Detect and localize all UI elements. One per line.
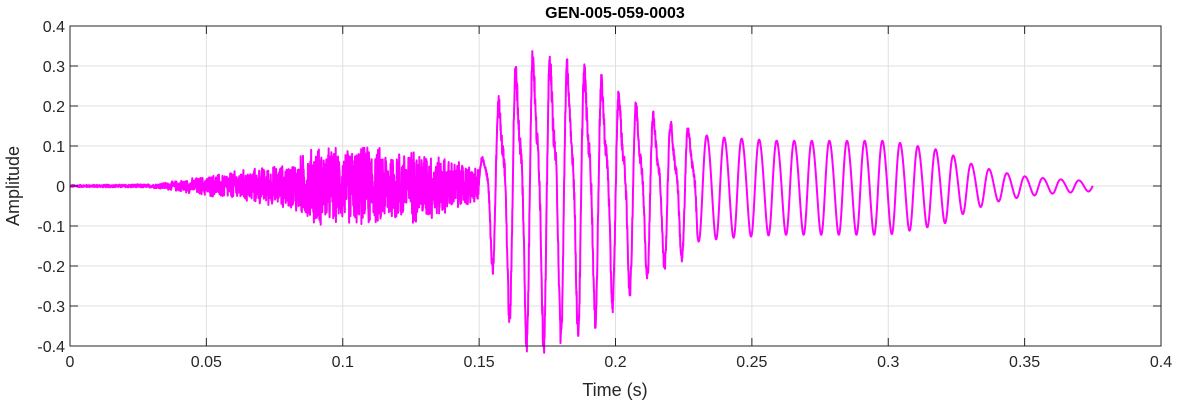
y-tick-label: -0.3 — [37, 299, 65, 316]
y-tick-label: 0.4 — [43, 19, 65, 36]
x-tick-label: 0.35 — [1009, 354, 1040, 371]
y-axis-label: Amplitude — [3, 146, 23, 226]
x-tick-label: 0.4 — [1150, 354, 1172, 371]
y-tick-label: 0.1 — [43, 139, 65, 156]
y-tick-label: 0.2 — [43, 99, 65, 116]
series-layer — [69, 50, 1094, 354]
x-tick-label: 0.25 — [736, 354, 767, 371]
y-tick-label: -0.2 — [37, 259, 65, 276]
x-tick-label: 0.2 — [604, 354, 626, 371]
y-tick-label: 0.3 — [43, 59, 65, 76]
y-tick-label: -0.1 — [37, 219, 65, 236]
x-tick-label: 0 — [66, 354, 75, 371]
x-tick-label: 0.05 — [191, 354, 222, 371]
y-tick-label: 0 — [56, 179, 65, 196]
x-tick-label: 0.3 — [877, 354, 899, 371]
chart-title: GEN-005-059-0003 — [545, 5, 685, 22]
x-axis-label: Time (s) — [582, 380, 647, 400]
x-tick-label: 0.1 — [332, 354, 354, 371]
y-tick-label: -0.4 — [37, 339, 65, 356]
ticks: 0 0.05 0.1 0.15 0.2 0.25 0.3 0.35 0.4 0.4 0.3 0.2 0.… — [37, 19, 1172, 371]
series-line — [69, 50, 1094, 354]
x-tick-label: 0.15 — [464, 354, 495, 371]
